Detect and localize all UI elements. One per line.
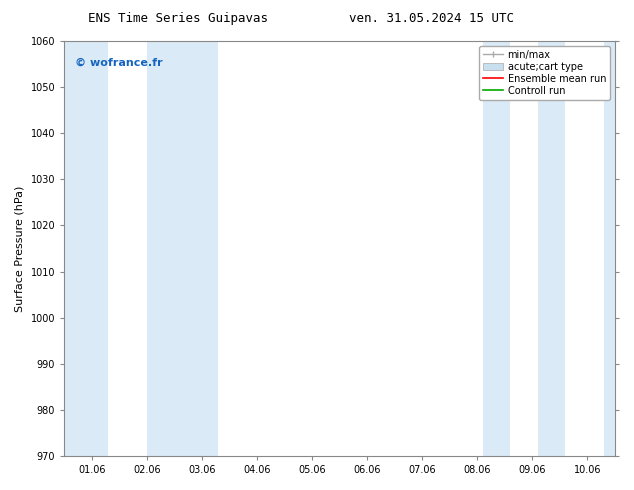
Bar [604,41,631,456]
Y-axis label: Surface Pressure (hPa): Surface Pressure (hPa) [15,185,25,312]
Bar [147,41,218,456]
Text: ENS Time Series Guipavas: ENS Time Series Guipavas [87,12,268,25]
Text: ven. 31.05.2024 15 UTC: ven. 31.05.2024 15 UTC [349,12,514,25]
Text: © wofrance.fr: © wofrance.fr [75,58,163,68]
Bar [64,41,108,456]
Legend: min/max, acute;cart type, Ensemble mean run, Controll run: min/max, acute;cart type, Ensemble mean … [479,46,610,99]
Bar [538,41,566,456]
Bar [482,41,510,456]
